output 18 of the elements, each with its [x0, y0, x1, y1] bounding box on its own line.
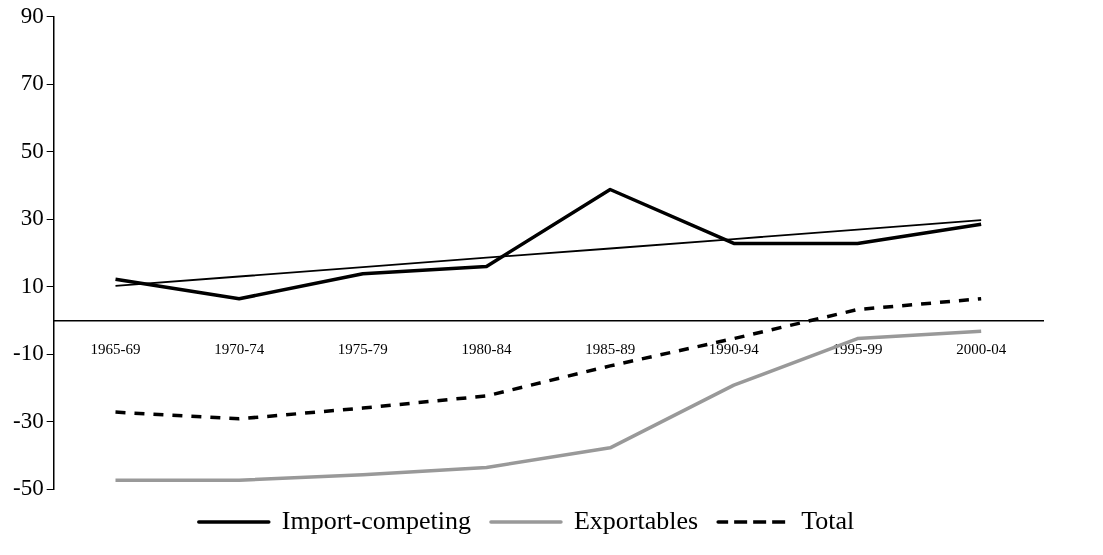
- legend-label: Total: [801, 505, 855, 535]
- legend-label: Exportables: [573, 505, 699, 535]
- x-tick-label: 1990-94: [708, 341, 760, 358]
- y-tick-label: 30: [20, 205, 44, 231]
- x-tick-label: 1970-74: [214, 341, 265, 358]
- y-tick-label: -50: [12, 475, 44, 501]
- y-tick-label: 90: [20, 2, 44, 28]
- x-tick-label: 1985-89: [585, 341, 636, 358]
- y-tick-label: 10: [20, 272, 44, 298]
- y-tick-label: -30: [12, 407, 44, 433]
- y-tick-label: 70: [20, 70, 44, 96]
- x-tick-label: 1965-69: [90, 341, 141, 358]
- x-tick-label: 1975-79: [337, 341, 388, 358]
- x-tick-label: 2000-04: [956, 341, 1007, 358]
- x-tick-label: 1980-84: [461, 341, 512, 358]
- y-tick-label: 50: [20, 137, 44, 163]
- legend-label: Import-competing: [281, 505, 471, 535]
- y-tick-label: -10: [12, 340, 44, 366]
